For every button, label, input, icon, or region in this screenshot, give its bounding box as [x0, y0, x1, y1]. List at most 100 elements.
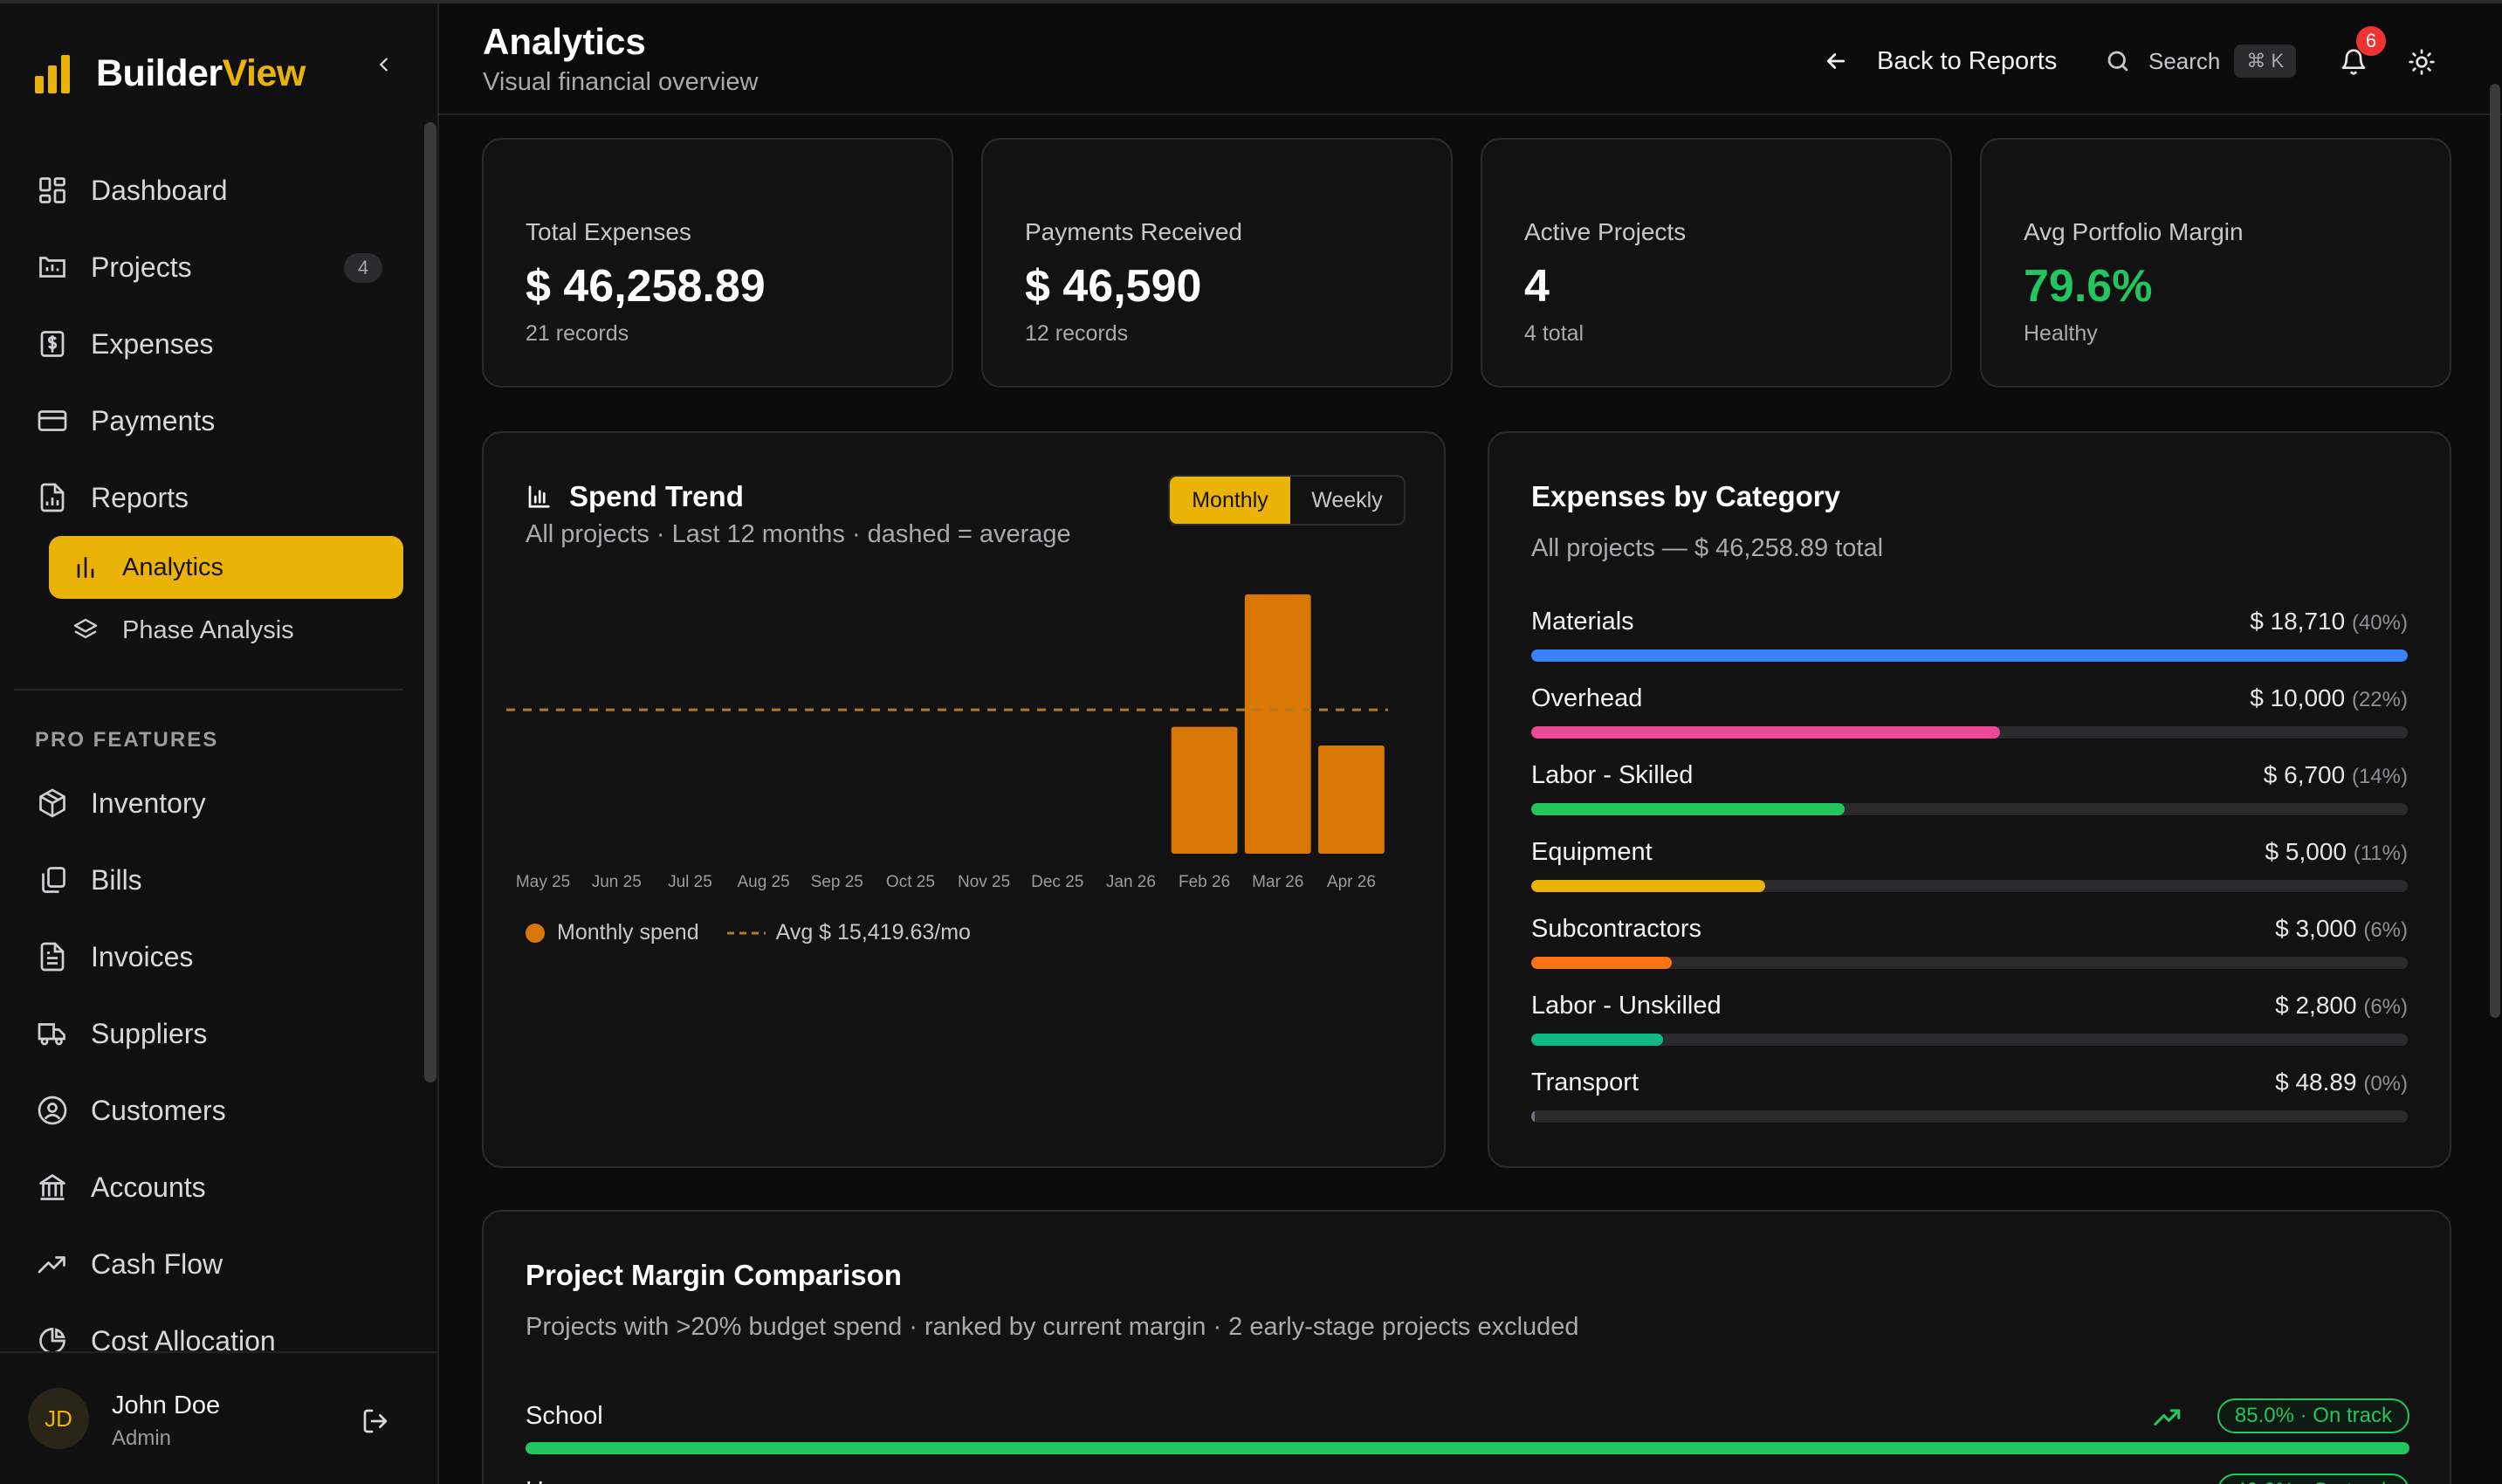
legend-dot-spend: [526, 923, 545, 943]
sidebar-item-reports[interactable]: Reports: [33, 470, 404, 526]
category-name: Subcontractors: [1531, 915, 1702, 943]
sidebar-item-label: Accounts: [91, 1171, 206, 1203]
category-amount-value: $ 2,800: [2275, 992, 2357, 1019]
brand[interactable]: BuilderView: [35, 47, 306, 100]
main-scrollbar[interactable]: [2490, 84, 2500, 1018]
package-icon: [33, 784, 72, 822]
sidebar-item-projects[interactable]: Projects 4: [33, 239, 404, 295]
bar-chart-logo-icon: [35, 55, 70, 93]
sidebar-item-dashboard[interactable]: Dashboard: [33, 162, 404, 218]
category-bar-track: [1531, 803, 2408, 815]
category-amount-value: $ 48.89: [2275, 1068, 2357, 1096]
sidebar-item-invoices[interactable]: Invoices: [33, 929, 404, 985]
sidebar-item-expenses[interactable]: Expenses: [33, 316, 404, 372]
stat-label: Active Projects: [1524, 218, 1687, 245]
stat-value: $ 46,258.89: [526, 261, 766, 312]
category-bar-fill: [1531, 957, 1672, 969]
category-bar-fill: [1531, 649, 2408, 662]
margin-bar-fill: [526, 1442, 2409, 1454]
project-name: School: [526, 1402, 603, 1430]
stat-sub: Healthy: [2024, 321, 2098, 346]
sidebar-item-cost-allocation[interactable]: Cost Allocation: [33, 1313, 404, 1369]
sidebar-item-phase-analysis[interactable]: Phase Analysis: [49, 599, 403, 662]
dashboard-grid-icon: [33, 171, 72, 210]
category-percent: (6%): [2363, 995, 2408, 1019]
stat-label: Total Expenses: [526, 218, 691, 245]
user-circle-icon: [33, 1091, 72, 1130]
category-name: Equipment: [1531, 838, 1653, 866]
arrow-left-icon: [1823, 45, 1854, 77]
project-margin-card: Project Margin Comparison Projects with …: [482, 1210, 2451, 1484]
stat-sub: 21 records: [526, 321, 629, 346]
report-file-icon: [33, 478, 72, 517]
bar-chart-icon: [68, 550, 103, 585]
stat-card-total-expenses: Total Expenses $ 46,258.89 21 records: [482, 138, 953, 388]
margins-subtitle: Projects with >20% budget spend · ranked…: [526, 1313, 1579, 1341]
sidebar-section-pro-features: PRO FEATURES: [35, 728, 219, 752]
chart-bar[interactable]: [1171, 726, 1238, 854]
stat-card-avg-portfolio-margin: Avg Portfolio Margin 79.6% Healthy: [1980, 138, 2451, 388]
chart-bar[interactable]: [1244, 594, 1311, 854]
margins-title: Project Margin Comparison: [526, 1259, 902, 1291]
category-name: Overhead: [1531, 684, 1643, 712]
bell-icon: [2341, 49, 2366, 75]
category-row: Labor - Unskilled $ 2,800 (6%): [1531, 992, 2408, 1068]
category-bar-track: [1531, 880, 2408, 892]
category-name: Labor - Unskilled: [1531, 992, 1722, 1020]
category-row: Transport $ 48.89 (0%): [1531, 1068, 2408, 1145]
category-row: Overhead $ 10,000 (22%): [1531, 684, 2408, 761]
brand-name-part1: Builder: [96, 52, 223, 94]
sidebar-item-label: Reports: [91, 481, 189, 513]
x-tick-label: Mar 26: [1252, 873, 1303, 891]
stat-card-active-projects: Active Projects 4 4 total: [1481, 138, 1952, 388]
category-row: Subcontractors $ 3,000 (6%): [1531, 915, 2408, 992]
search-button[interactable]: Search ⌘ K: [2105, 38, 2297, 84]
category-bar-fill: [1531, 1034, 1663, 1046]
file-text-icon: [33, 938, 72, 976]
toggle-monthly[interactable]: Monthly: [1170, 477, 1290, 524]
user-name: John Doe: [112, 1391, 221, 1419]
stat-label: Payments Received: [1025, 218, 1243, 245]
sidebar-item-accounts[interactable]: Accounts: [33, 1159, 404, 1215]
category-bar-fill: [1531, 803, 1846, 815]
bar-chart-icon: [528, 485, 550, 508]
sidebar-item-inventory[interactable]: Inventory: [33, 775, 404, 831]
chart-bar[interactable]: [1318, 745, 1385, 854]
sidebar-item-payments[interactable]: Payments: [33, 393, 404, 449]
toggle-weekly[interactable]: Weekly: [1311, 487, 1383, 512]
layers-icon: [68, 613, 103, 648]
x-tick-label: May 25: [516, 873, 570, 891]
receipt-dollar-icon: [33, 325, 72, 363]
x-tick-label: Jun 25: [592, 873, 642, 891]
x-tick-label: Apr 26: [1327, 873, 1376, 891]
sidebar-item-bills[interactable]: Bills: [33, 852, 404, 908]
stat-value: 4: [1524, 261, 1550, 312]
back-to-reports-button[interactable]: Back to Reports: [1823, 38, 2057, 84]
page-header: Analytics Visual financial overview Back…: [439, 3, 2502, 115]
sidebar-item-analytics[interactable]: Analytics: [49, 536, 403, 599]
sidebar-item-customers[interactable]: Customers: [33, 1082, 404, 1138]
categories-title: Expenses by Category: [1531, 480, 1840, 512]
category-row: Labor - Skilled $ 6,700 (14%): [1531, 761, 2408, 838]
category-bar-fill: [1531, 1110, 1536, 1123]
margin-status-badge: 40.0% · On track: [2217, 1474, 2409, 1484]
margin-status-badge: 85.0% · On track: [2217, 1398, 2409, 1433]
theme-toggle-button[interactable]: [2402, 42, 2442, 82]
logout-button[interactable]: [356, 1402, 395, 1440]
collapse-sidebar-button[interactable]: [367, 47, 402, 82]
spend-trend-title: Spend Trend: [526, 480, 744, 513]
x-tick-label: Feb 26: [1179, 873, 1230, 891]
sidebar-scrollbar[interactable]: [424, 122, 436, 1082]
expenses-by-category-card: Expenses by Category All projects — $ 46…: [1488, 431, 2451, 1168]
category-amount-value: $ 18,710: [2250, 608, 2346, 635]
notifications-button[interactable]: [2334, 42, 2374, 82]
brand-name-part2: View: [222, 52, 306, 94]
projects-count-badge: 4: [344, 253, 382, 283]
avatar[interactable]: JD: [28, 1388, 89, 1449]
sidebar-item-cash-flow[interactable]: Cash Flow: [33, 1236, 404, 1292]
category-bar-track: [1531, 649, 2408, 662]
categories-subtitle: All projects — $ 46,258.89 total: [1531, 534, 1884, 562]
sidebar-item-suppliers[interactable]: Suppliers: [33, 1006, 404, 1061]
search-icon: [2105, 45, 2136, 77]
category-percent: (14%): [2351, 765, 2408, 788]
